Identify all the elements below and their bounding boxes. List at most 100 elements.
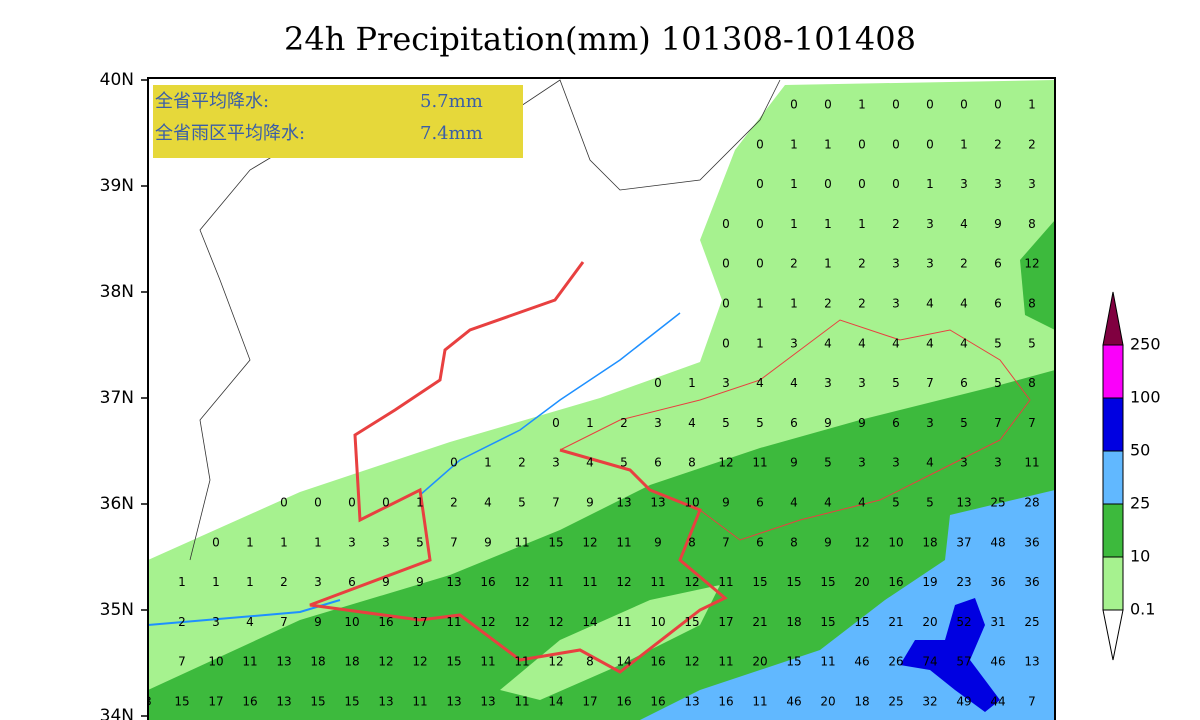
station-value: 0: [722, 297, 730, 311]
station-value: 7: [1028, 416, 1036, 430]
station-value: 0: [212, 535, 220, 549]
station-value: 52: [956, 615, 971, 629]
station-value: 11: [616, 535, 631, 549]
station-value: 6: [994, 257, 1002, 271]
info-value: 5.7mm: [420, 91, 483, 112]
station-value: 2: [620, 416, 628, 430]
station-value: 1: [790, 217, 798, 231]
station-value: 46: [990, 655, 1005, 669]
lat-axis: 40N 39N 38N 37N 36N 35N 34N: [100, 70, 148, 720]
station-value: 11: [582, 575, 597, 589]
info-value: 7.4mm: [420, 123, 483, 144]
station-value: 36: [990, 575, 1005, 589]
station-value: 46: [854, 655, 869, 669]
station-value: 15: [174, 695, 189, 709]
station-grid: 0 0 1 0 0 0 0 10 1 1 0 0 0 1 2 20 1 0 0 0 1 3 3 30 0 1 1 1 2 3 4 9 80 0 2 1…: [144, 98, 1040, 709]
station-value: 15: [344, 695, 359, 709]
station-value: 17: [412, 615, 427, 629]
station-value: 7: [994, 416, 1002, 430]
station-value: 9: [824, 416, 832, 430]
station-value: 0: [382, 496, 390, 510]
station-value: 9: [586, 496, 594, 510]
title: 24h Precipitation(mm) 101308-101408: [284, 20, 916, 58]
station-value: 3: [790, 336, 798, 350]
station-value: 1: [246, 535, 254, 549]
colorbar-label: 25: [1130, 494, 1150, 513]
colorbar-label: 100: [1130, 388, 1161, 407]
station-value: 2: [892, 217, 900, 231]
station-value: 2: [824, 297, 832, 311]
station-value: 4: [688, 416, 696, 430]
station-value: 16: [378, 615, 393, 629]
station-value: 0: [314, 496, 322, 510]
station-value: 13: [446, 695, 461, 709]
station-value: 16: [480, 575, 495, 589]
station-value: 8: [688, 456, 696, 470]
lat-label: 37N: [100, 388, 134, 408]
station-value: 9: [314, 615, 322, 629]
station-value: 2: [858, 257, 866, 271]
province-border: [309, 261, 728, 674]
station-value: 74: [922, 655, 937, 669]
station-value: 0: [892, 137, 900, 151]
station-value: 10: [650, 615, 665, 629]
station-value: 6: [756, 496, 764, 510]
station-value: 18: [310, 655, 325, 669]
station-value: 16: [888, 575, 903, 589]
station-value: 13: [616, 496, 631, 510]
station-value: 31: [990, 615, 1005, 629]
station-value: 14: [548, 695, 563, 709]
station-value: 3: [858, 376, 866, 390]
station-value: 1: [824, 137, 832, 151]
colorbar-label: 0.1: [1130, 600, 1155, 619]
station-value: 25: [990, 496, 1005, 510]
station-value: 0: [348, 496, 356, 510]
station-value: 0: [824, 98, 832, 112]
station-value: 13: [276, 695, 291, 709]
station-value: 11: [514, 695, 529, 709]
station-value: 4: [824, 496, 832, 510]
station-value: 2: [450, 496, 458, 510]
station-value: 7: [280, 615, 288, 629]
station-value: 4: [960, 217, 968, 231]
station-value: 4: [790, 376, 798, 390]
station-value: 3: [926, 257, 934, 271]
station-value: 13: [378, 695, 393, 709]
station-value: 2: [790, 257, 798, 271]
station-value: 4: [960, 297, 968, 311]
station-value: 8: [1028, 376, 1036, 390]
station-value: 15: [752, 575, 767, 589]
colorbar-label: 50: [1130, 441, 1150, 460]
station-value: 32: [922, 695, 937, 709]
station-value: 6: [960, 376, 968, 390]
station-value: 11: [650, 575, 665, 589]
station-value: 11: [752, 695, 767, 709]
county-border: [559, 319, 1031, 541]
station-value: 3: [926, 217, 934, 231]
info-label: 全省平均降水:: [155, 91, 269, 112]
station-value: 4: [484, 496, 492, 510]
station-value: 11: [514, 655, 529, 669]
colorbar-cell: [1102, 397, 1124, 452]
station-value: 8: [1028, 297, 1036, 311]
station-value: 16: [242, 695, 257, 709]
station-value: 15: [310, 695, 325, 709]
lat-label: 35N: [100, 600, 134, 620]
station-value: 20: [820, 695, 835, 709]
station-value: 5: [892, 376, 900, 390]
station-value: 5: [960, 416, 968, 430]
station-value: 7: [552, 496, 560, 510]
rain-0-10: [500, 585, 720, 700]
map-frame: [147, 77, 1056, 720]
station-value: 4: [892, 336, 900, 350]
station-value: 5: [518, 496, 526, 510]
station-value: 16: [650, 655, 665, 669]
station-value: 3: [960, 177, 968, 191]
station-value: 0: [858, 137, 866, 151]
station-value: 3: [858, 456, 866, 470]
station-value: 0: [824, 177, 832, 191]
station-value: 23: [956, 575, 971, 589]
station-value: 36: [1024, 535, 1039, 549]
station-value: 9: [382, 575, 390, 589]
station-value: 3: [144, 695, 152, 709]
